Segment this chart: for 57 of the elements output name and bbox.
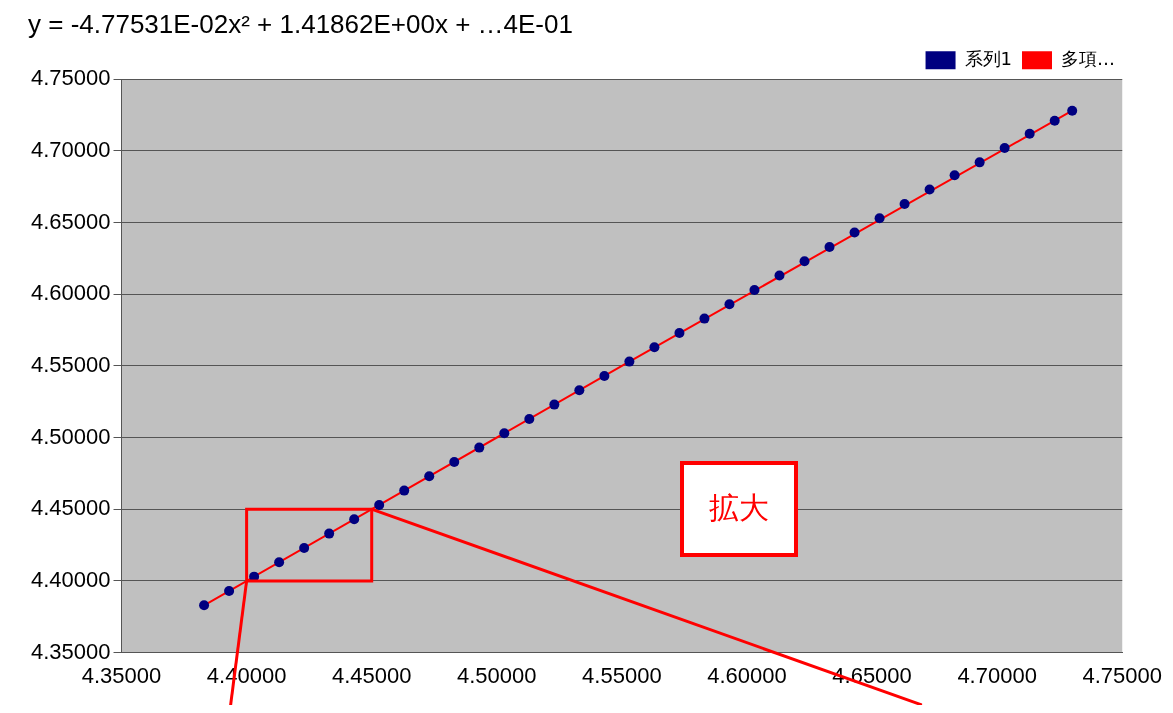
- point: [499, 428, 510, 439]
- point: [849, 227, 860, 238]
- point: [599, 370, 610, 381]
- point: [324, 528, 335, 539]
- y-tick-label: 4.75000: [30, 65, 111, 91]
- point: [349, 514, 360, 525]
- point: [749, 284, 760, 295]
- point: [724, 299, 735, 310]
- point: [474, 442, 485, 453]
- y-tick-label: 4.35000: [30, 638, 111, 664]
- x-tick-label: 4.65000: [832, 662, 912, 688]
- point: [649, 342, 660, 353]
- point: [699, 313, 710, 324]
- y-tick-label: 4.65000: [30, 208, 111, 234]
- y-tick-label: 4.40000: [30, 566, 111, 592]
- point: [624, 356, 635, 367]
- x-tick-label: 4.55000: [582, 662, 662, 688]
- point: [374, 499, 385, 510]
- point: [674, 327, 685, 338]
- point: [299, 542, 310, 553]
- y-tick-label: 4.70000: [30, 136, 111, 162]
- x-tick-label: 4.35000: [81, 662, 162, 688]
- x-tick-label: 4.75000: [1082, 662, 1162, 688]
- point: [949, 170, 960, 181]
- point: [774, 270, 785, 281]
- point: [824, 241, 835, 252]
- point: [874, 213, 885, 224]
- x-tick-label: 4.45000: [331, 662, 412, 688]
- point: [899, 198, 910, 209]
- point: [449, 456, 460, 467]
- point: [924, 184, 935, 195]
- point: [224, 585, 235, 596]
- point: [549, 399, 560, 410]
- y-tick-label: 4.45000: [30, 495, 111, 521]
- point: [974, 157, 985, 168]
- legend-label: 系列1: [964, 47, 1012, 69]
- y-tick-label: 4.55000: [30, 351, 111, 377]
- x-tick-label: 4.50000: [457, 662, 537, 688]
- point: [199, 600, 210, 611]
- x-tick-label: 4.60000: [707, 662, 787, 688]
- x-tick-label: 4.70000: [957, 662, 1037, 688]
- point: [274, 557, 285, 568]
- point: [524, 413, 535, 424]
- chart-title: y = -4.77531E-02x² + 1.41862E+00x + …4E-01: [28, 8, 573, 39]
- point: [1024, 128, 1035, 139]
- legend-label: 多項…: [1061, 47, 1115, 69]
- y-tick-label: 4.60000: [30, 280, 111, 306]
- point: [424, 471, 435, 482]
- point: [1067, 105, 1078, 116]
- point: [1049, 115, 1060, 126]
- point: [799, 256, 810, 267]
- y-tick-label: 4.50000: [30, 423, 111, 449]
- point: [999, 143, 1010, 154]
- annotation: 拡大: [708, 489, 769, 528]
- point: [399, 485, 410, 496]
- point: [574, 385, 585, 396]
- label-box: 拡大: [679, 460, 798, 557]
